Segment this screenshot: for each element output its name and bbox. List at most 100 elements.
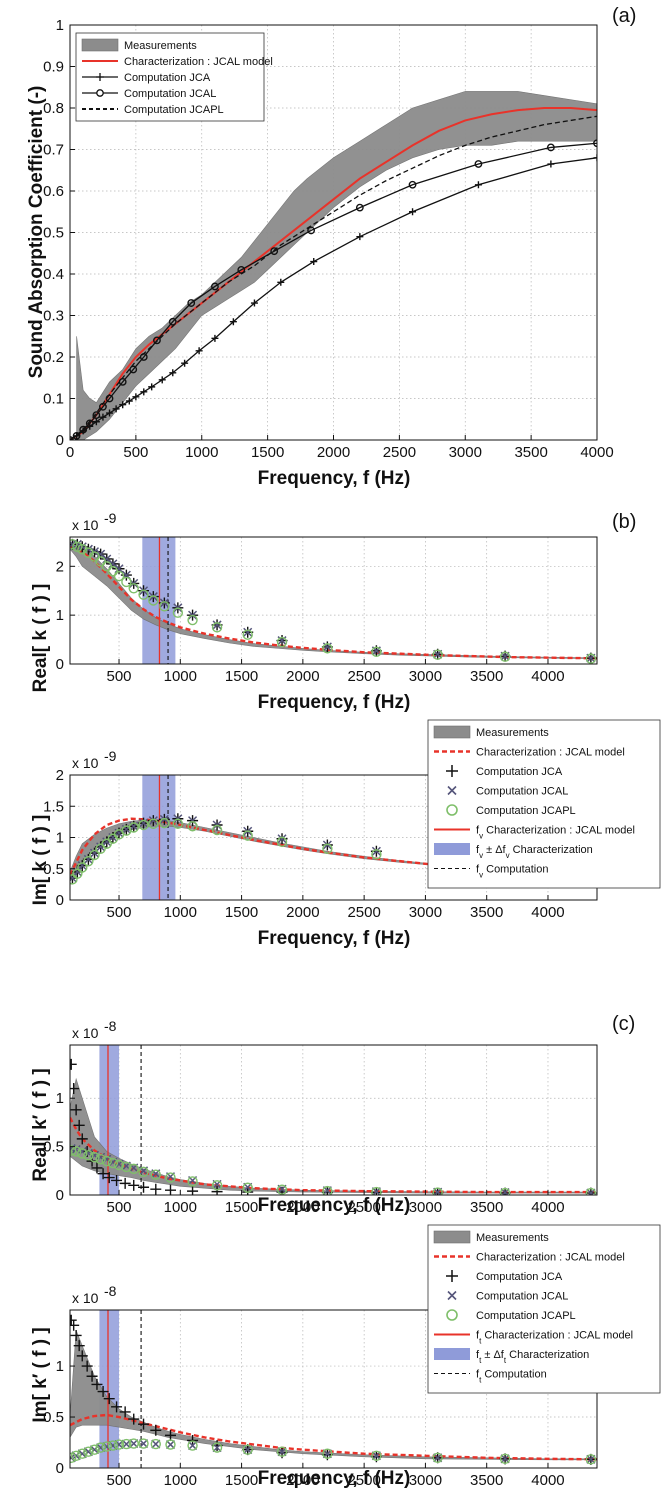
point-computation-jca xyxy=(128,1413,140,1425)
legend-label: Measurements xyxy=(476,1232,549,1244)
point-computation-jcapl xyxy=(432,649,443,660)
point-computation-jcal xyxy=(188,1441,198,1451)
legend-swatch-x xyxy=(447,785,457,796)
point-computation-jcapl xyxy=(187,1176,198,1187)
point-computation-jcapl xyxy=(499,1453,511,1465)
point-computation-jcapl xyxy=(165,1172,176,1183)
point-computation-jca xyxy=(132,393,140,401)
point-computation-jcapl xyxy=(499,1187,511,1195)
y-tick-label: 0 xyxy=(56,432,64,449)
legend-swatch-measurements xyxy=(433,725,471,739)
point-computation-jca xyxy=(250,299,258,307)
point-computation-jca xyxy=(99,413,107,421)
point-computation-jca xyxy=(81,1360,93,1372)
legend-label: ft Characterization : JCAL model xyxy=(476,1330,633,1346)
axis-multiplier: x 10 xyxy=(72,517,99,533)
x-tick-label: 3000 xyxy=(409,668,442,685)
point-computation-jca xyxy=(70,1104,82,1116)
legend-label: ft ± Δft Characterization xyxy=(476,1349,589,1365)
legend-label: Computation JCAPL xyxy=(476,805,576,817)
legend-label: Computation JCAPL xyxy=(476,1310,576,1322)
point-computation-jcal xyxy=(89,1445,100,1455)
point-computation-jcapl xyxy=(148,595,159,606)
panel-label-b: (b) xyxy=(612,511,636,533)
legend-swatch-plus xyxy=(446,1270,458,1282)
point-computation-jca xyxy=(91,1378,103,1390)
point-computation-jca xyxy=(103,1393,115,1405)
point-computation-jcapl xyxy=(128,1438,139,1449)
point-computation-jcapl xyxy=(322,1448,333,1459)
point-computation-jcal xyxy=(102,837,112,847)
measurements-band xyxy=(70,1077,586,1194)
point-computation-jcal xyxy=(371,1451,381,1461)
plot-c1: 500 1000 1500 2000 2500 3000 3500 4000 0 0.5 1 x 10… xyxy=(43,1018,598,1216)
y-axis-label-a: Sound Absorption Coefficient (-) xyxy=(26,86,47,379)
y-tick-label: 2 xyxy=(56,558,64,575)
point-computation-jca xyxy=(138,1181,150,1193)
x-tick-label: 4000 xyxy=(531,904,564,921)
y-tick-label: 0.7 xyxy=(43,142,64,159)
legend-label: Computation JCAPL xyxy=(124,104,224,116)
legend-swatch-measurements xyxy=(433,1230,471,1244)
y-tick-label: 0.5 xyxy=(43,1409,64,1426)
legend: Measurements Characterization : JCAL mode… xyxy=(75,32,273,122)
point-computation-jcapl xyxy=(242,1444,253,1455)
point-computation-jcapl xyxy=(211,622,223,633)
point-computation-jca xyxy=(474,181,482,189)
y-tick-label: 0.2 xyxy=(43,349,64,366)
legend-label: Computation JCA xyxy=(124,72,211,84)
legend-label: fv Characterization : JCAL model xyxy=(476,825,635,841)
point-computation-jca xyxy=(128,1179,140,1191)
plot-frame xyxy=(69,536,598,665)
point-computation-jcapl xyxy=(107,1157,119,1169)
point-computation-jcapl xyxy=(70,1452,77,1464)
plot-area xyxy=(70,1045,597,1195)
point-computation-jca xyxy=(111,1174,123,1186)
point-computation-jcapl xyxy=(72,541,83,552)
point-computation-jcal xyxy=(546,143,555,152)
point-computation-jcapl xyxy=(150,1169,161,1180)
point-computation-jcal xyxy=(307,226,316,235)
legend: Measurements Characterization : JCAL mode… xyxy=(427,719,661,889)
x-tick-label: 3500 xyxy=(470,904,503,921)
series-line-characterization-jcal-model xyxy=(70,107,597,440)
point-computation-jcal xyxy=(500,1454,510,1464)
x-tick-label: 2500 xyxy=(347,1199,380,1216)
x-tick-label: 3500 xyxy=(470,1472,503,1489)
legend-label: Computation JCAL xyxy=(476,786,568,798)
point-computation-jcal xyxy=(96,549,106,559)
x-tick-label: 0 xyxy=(66,444,74,461)
axis-multiplier: x 10 xyxy=(72,1025,99,1041)
point-computation-jcapl xyxy=(371,1450,382,1461)
point-computation-jcapl xyxy=(101,1441,112,1452)
legend-label: Characterization : JCAL model xyxy=(124,56,273,68)
point-computation-jcal xyxy=(243,1445,253,1455)
point-computation-jcapl xyxy=(128,583,139,594)
point-computation-jcapl xyxy=(585,1187,597,1195)
legend-swatch-blue-box xyxy=(434,1348,470,1360)
x-tick-label: 2000 xyxy=(286,904,319,921)
point-computation-jcapl xyxy=(276,1446,288,1457)
point-computation-jcal xyxy=(72,431,81,440)
axis-multiplier: x 10 xyxy=(72,755,99,771)
point-computation-jcal xyxy=(77,1449,87,1459)
point-computation-jca xyxy=(70,1329,82,1341)
legend-label: Measurements xyxy=(476,727,549,739)
y-axis-label-b1: Real[ k ( f ) ] xyxy=(30,584,51,693)
point-computation-jcapl xyxy=(242,1182,253,1193)
point-computation-jcapl xyxy=(70,1145,77,1156)
point-computation-jcal xyxy=(129,365,138,374)
point-computation-jcapl xyxy=(187,614,198,626)
point-computation-jcapl xyxy=(371,1186,382,1195)
point-computation-jca xyxy=(277,278,285,286)
point-computation-jcapl xyxy=(211,824,223,836)
x-tick-label: 2000 xyxy=(286,1472,319,1489)
point-computation-jcapl xyxy=(113,1159,125,1171)
x-tick-label: 1500 xyxy=(225,668,258,685)
characterization-band xyxy=(99,1310,120,1468)
legend-label: ft Computation xyxy=(476,1369,547,1385)
legend: Measurements Characterization : JCAL mode… xyxy=(427,1224,661,1394)
legend-label: Computation JCA xyxy=(476,766,563,778)
point-computation-jca xyxy=(195,347,203,355)
legend-swatch-circle xyxy=(446,1309,458,1321)
